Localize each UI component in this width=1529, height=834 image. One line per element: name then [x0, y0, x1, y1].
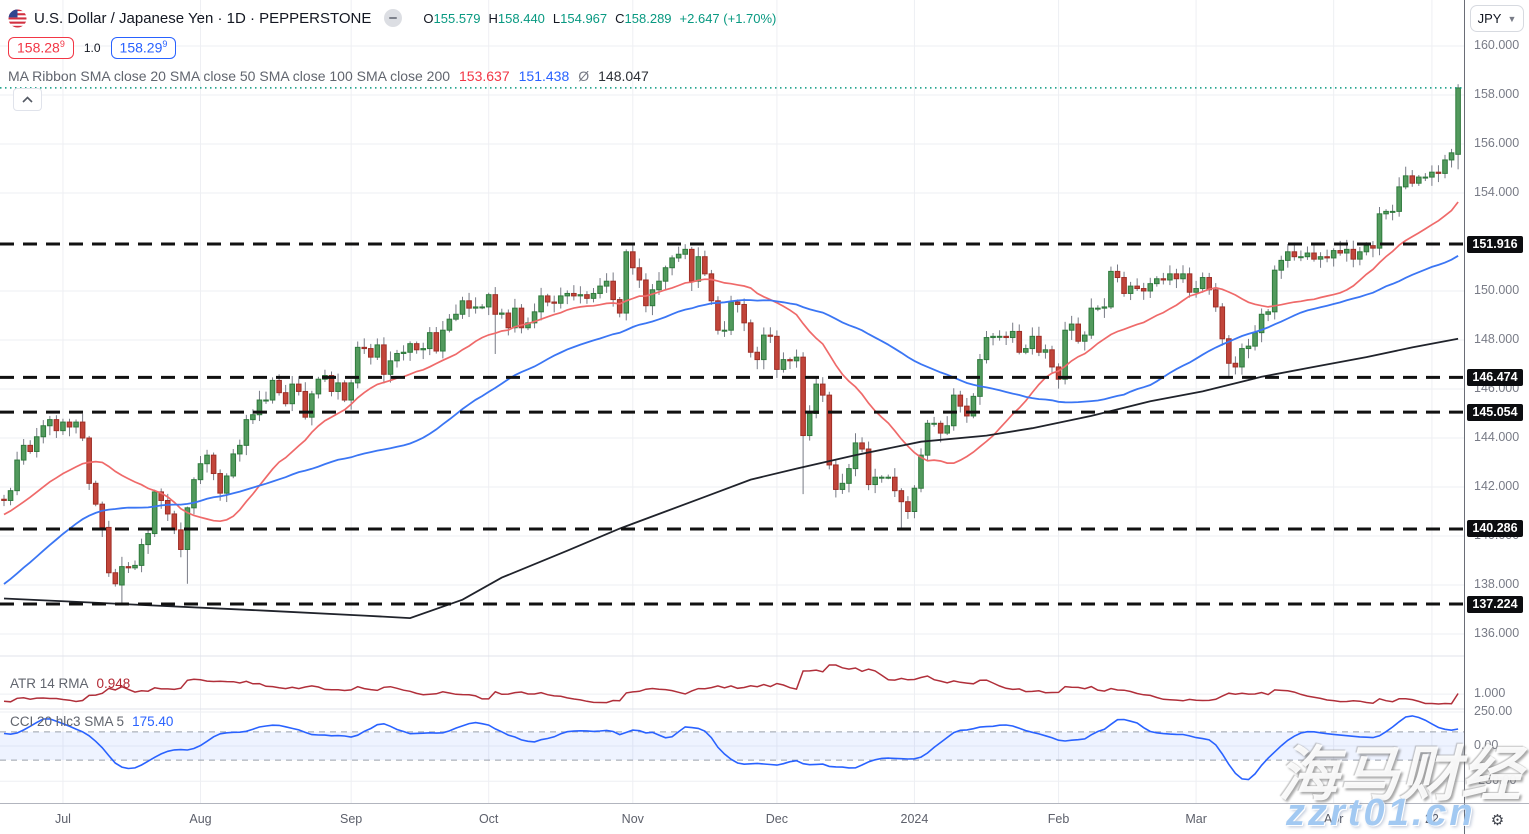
- atr-label: ATR 14 RMA: [10, 676, 89, 691]
- level-price-badge: 140.286: [1467, 520, 1523, 538]
- price-tick-label: 150.000: [1474, 283, 1520, 297]
- low-value: 154.967: [560, 10, 608, 26]
- price-tick-label: 144.000: [1474, 430, 1520, 444]
- chart-legend: U.S. Dollar / Japanese Yen · 1D · PEPPER…: [8, 6, 776, 84]
- price-tick-label: 160.000: [1474, 38, 1520, 52]
- legend-toggle-icon[interactable]: [384, 9, 403, 27]
- ohlc-values: O155.579 H158.440 L154.967 C158.289 +2.6…: [423, 10, 777, 26]
- bid-ask-row: 158.289 1.0 158.299: [8, 37, 776, 59]
- atr-legend[interactable]: ATR 14 RMA 0.948: [10, 676, 130, 691]
- open-value: 155.579: [433, 10, 481, 26]
- time-tick-label: Jul: [54, 812, 71, 826]
- axis-corner: ⚙: [1464, 803, 1529, 834]
- level-price-badge: 151.916: [1467, 235, 1523, 253]
- symbol-legend-row[interactable]: U.S. Dollar / Japanese Yen · 1D · PEPPER…: [8, 6, 776, 30]
- pane-collapse-button[interactable]: [13, 88, 42, 111]
- sma200-value: 148.047: [598, 68, 649, 84]
- level-price-badge: 137.224: [1467, 595, 1523, 613]
- us-flag-icon: [8, 9, 27, 27]
- sell-button[interactable]: 158.289: [8, 37, 74, 59]
- spread-value: 1.0: [83, 41, 101, 55]
- cci-legend[interactable]: CCI 20 hlc3 SMA 5 175.40: [10, 714, 173, 729]
- chevron-up-icon: [22, 96, 33, 103]
- high-value: 158.440: [497, 10, 545, 26]
- price-tick-label: 154.000: [1474, 185, 1520, 199]
- time-tick-label: 2024: [900, 812, 929, 826]
- price-tick-label: 148.000: [1474, 332, 1520, 346]
- time-tick-label: Feb: [1047, 812, 1070, 826]
- sma50-value: 151.438: [518, 68, 570, 84]
- ma-ribbon-legend[interactable]: MA Ribbon SMA close 20 SMA close 50 SMA …: [8, 68, 776, 84]
- time-tick-label: Dec: [765, 812, 789, 826]
- time-axis[interactable]: Jul Aug Sep Oct Nov Dec 2024 Feb Mar Apr 22: [0, 803, 1464, 834]
- time-tick-label: Mar: [1185, 812, 1207, 826]
- time-tick-label: Aug: [189, 812, 212, 826]
- atr-value: 0.948: [96, 676, 131, 691]
- time-tick-label: Sep: [340, 812, 363, 826]
- currency-label: JPY: [1477, 11, 1502, 26]
- cci-value: 175.40: [132, 714, 174, 729]
- level-price-badge: 145.054: [1467, 403, 1523, 421]
- sma100-value: Ø: [578, 68, 590, 84]
- cci-tick-label: 0.00: [1474, 738, 1499, 752]
- time-tick-label: Apr: [1323, 812, 1344, 826]
- time-tick-label: 22: [1424, 812, 1439, 826]
- time-tick-label: Oct: [478, 812, 499, 826]
- cci-tick-label: -250.00: [1474, 773, 1517, 788]
- close-value: 158.289: [624, 10, 672, 26]
- chevron-down-icon: ▼: [1507, 13, 1517, 24]
- gear-icon[interactable]: ⚙: [1490, 811, 1505, 829]
- price-tick-label: 156.000: [1474, 136, 1520, 150]
- time-tick-label: Nov: [621, 812, 644, 826]
- price-tick-label: 158.000: [1474, 87, 1520, 101]
- watermark-title: 海马财经: [1278, 741, 1522, 808]
- change-value: +2.647 (+1.70%): [679, 10, 777, 26]
- price-tick-label: 138.000: [1474, 577, 1520, 591]
- price-axis[interactable]: JPY ▼ 160.000 158.000 156.000 154.000 150.00…: [1464, 0, 1529, 803]
- symbol-title[interactable]: U.S. Dollar / Japanese Yen · 1D · PEPPER…: [34, 9, 372, 27]
- buy-button[interactable]: 158.299: [110, 37, 177, 59]
- price-tick-label: 136.000: [1474, 626, 1520, 640]
- sma20-value: 153.637: [459, 68, 510, 84]
- cci-label: CCI 20 hlc3 SMA 5: [10, 714, 125, 729]
- level-price-badge: 146.474: [1467, 368, 1523, 386]
- cci-tick-label: 250.00: [1474, 704, 1513, 718]
- currency-selector[interactable]: JPY ▼: [1470, 5, 1524, 32]
- watermark-url: zzrt01.cn: [1286, 792, 1476, 834]
- ma-ribbon-label: MA Ribbon SMA close 20 SMA close 50 SMA …: [8, 68, 451, 84]
- atr-tick-label: 1.000: [1474, 686, 1506, 701]
- price-tick-label: 142.000: [1474, 479, 1520, 493]
